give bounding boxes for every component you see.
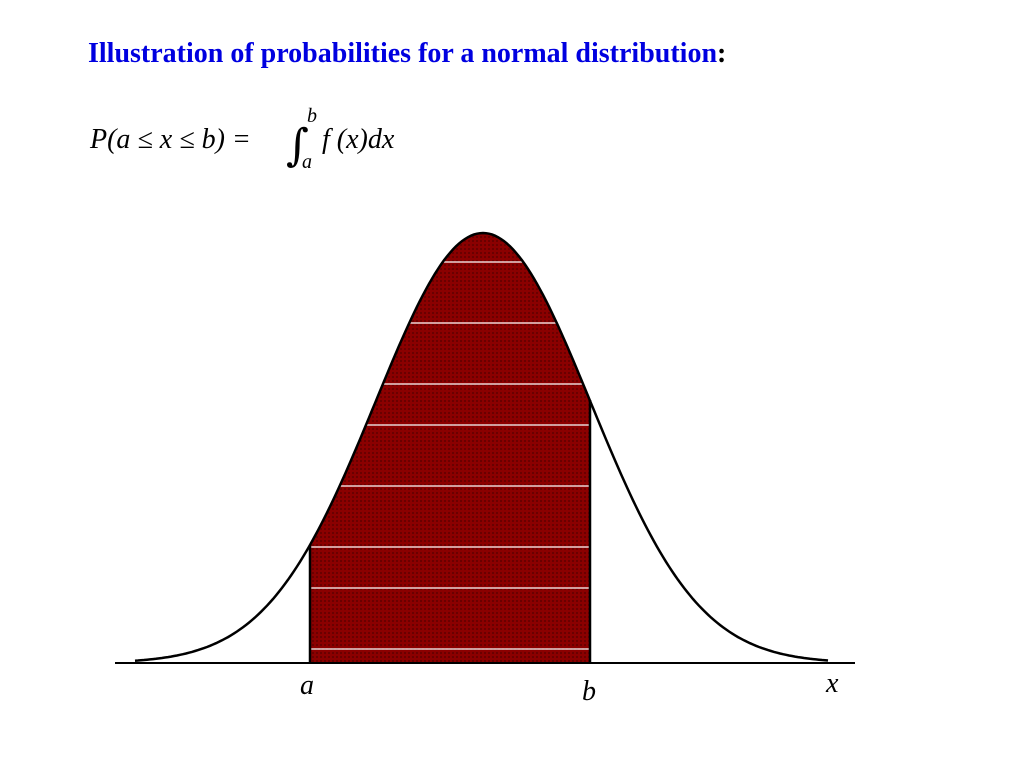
label-a: a [300,670,314,701]
label-b: b [582,676,596,707]
formula-lhs: P(a ≤ x ≤ b) = [89,124,251,155]
normal-curve [134,231,829,662]
integrand: f (x)dx [322,124,395,155]
shaded-area [310,233,590,663]
title: Illustration of probabilities for a norm… [88,38,726,69]
upper-limit: b [307,105,317,127]
shade-fill [310,233,590,663]
integral-sign: ∫ [286,120,309,171]
lower-limit: a [302,151,312,173]
label-x: x [825,668,839,699]
